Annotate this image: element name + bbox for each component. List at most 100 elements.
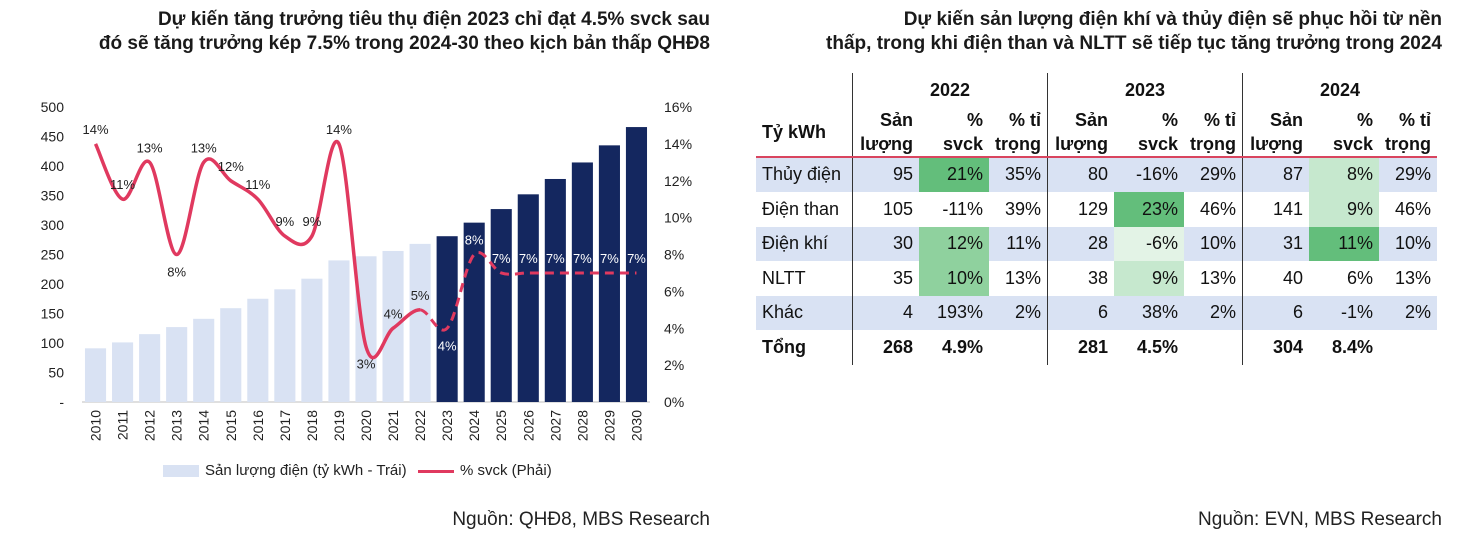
growth-label-2012: 13% [137,140,163,155]
table-cell: 29% [1379,156,1437,192]
x-axis-tick-label: 2023 [439,410,455,441]
table-cell: 105 [852,192,919,227]
left-axis-tick-label: 100 [41,335,65,351]
table-cell: 13% [1394,267,1431,288]
subheader-output: Sản lượng [1047,107,1114,158]
right-title-line-1: Dự kiến sản lượng điện khí và thủy điện … [903,9,1442,30]
table-cell: 31 [1242,226,1309,261]
left-axis-tick-label: 150 [41,306,65,322]
table-cell: -16% [1114,156,1184,192]
bar-2011 [112,342,134,402]
table-cell: 11% [1309,226,1379,261]
table-cell: 9% [1309,192,1379,227]
subheader-yoy: % svck [1114,107,1184,158]
growth-label-2022: 5% [411,288,430,303]
legend-line-entry: % svck (Phải) [418,462,552,479]
right-table-title: Dự kiến sản lượng điện khí và thủy điện … [826,8,1442,56]
table-cell: 2% [989,295,1048,330]
growth-label-2016: 11% [245,177,270,192]
table-cell: 12% [919,226,989,261]
table-cell: 10% [1184,226,1243,261]
bar-2026 [517,194,539,402]
table-subheader-row: Tỷ kWh Sản lượng % svck % tỉ trọng Sản lượng… [756,107,1437,158]
x-axis-tick-label: 2010 [88,410,104,441]
table-cell: -6% [1114,226,1184,261]
right-axis-tick-label: 0% [664,394,684,410]
table-cell: 9% [1114,261,1184,296]
table-row-other: Khác 4 193% 2% 6 38% 2% 6 -1% 2% [756,295,1437,330]
bar-2027 [544,178,566,402]
bar-2010 [84,348,107,402]
left-axis-tick-label: 400 [41,158,65,174]
row-label: Điện khí [756,226,853,261]
subheader-output: Sản lượng [852,107,919,158]
unit-header: Tỷ kWh [756,107,853,158]
table-cell: -1% [1309,295,1379,330]
bar-2012 [139,334,161,402]
legend-bar-label: Sản lượng điện (tỷ kWh - Trái) [205,462,407,479]
table-cell: 10% [1379,226,1437,261]
table-cell [989,330,1048,365]
table-cell: 30 [852,226,919,261]
table-row-total: Tổng 268 4.9% 281 4.5% 304 8.4% [756,330,1437,365]
bars-group [84,127,648,402]
bar-2016 [247,298,269,402]
bar-2028 [571,162,593,402]
growth-line-forecast [419,251,637,332]
growth-line-group [93,139,637,360]
row-label: Khác [756,295,853,330]
table-cell: 11% [989,226,1048,261]
table-cell: 39% [1004,198,1041,219]
growth-label-2021: 4% [384,306,403,321]
table-cell: 193% [919,295,989,330]
row-label: Thủy điện [756,156,853,192]
right-source: Nguồn: EVN, MBS Research [1198,509,1442,530]
right-axis-tick-label: 6% [664,283,684,299]
bar-2019 [328,260,350,402]
x-axis-tick-label: 2013 [169,410,185,441]
right-axis-tick-label: 16% [664,99,692,115]
table-cell: 80 [1047,156,1114,192]
x-axis-tick-label: 2016 [250,410,266,441]
x-axis-tick-label: 2030 [628,410,644,441]
growth-label-2024: 8% [465,233,484,248]
left-title-line-1: Dự kiến tăng trưởng tiêu thụ điện 2023 c… [157,9,710,30]
year-header-2024: 2024 [1242,73,1437,108]
table-cell: 4.9% [941,336,983,357]
data-labels-group: 14%11%13%8%13%12%11%9% 9%14%3%4%5%4%8%7% 7… [83,122,647,372]
table-cell: 8% [1309,156,1379,192]
table-cell: 2% [1379,295,1437,330]
table-cell: 2% [1184,295,1243,330]
growth-label-2014: 13% [191,140,217,155]
table-cell: 95 [852,156,919,192]
x-axis-tick-label: 2022 [412,410,428,441]
right-axis-tick-label: 14% [664,136,692,152]
table-cell: 281 [1047,330,1114,365]
growth-label-2018: 9% [303,214,322,229]
energy-output-table: 2022 2023 2024 Tỷ kWh Sản lượng % svck % t… [756,73,1437,365]
left-axis-tick-label: 500 [41,99,65,115]
row-label: NLTT [762,267,806,288]
table-cell: 6 [1047,295,1114,330]
left-source: Nguồn: QHĐ8, MBS Research [452,509,710,530]
growth-label-2026: 7% [519,251,538,266]
table-row-coal: Điện than 105 -11% 39% 129 23% 46% 141 9… [756,192,1437,227]
subheader-output: Sản lượng [1242,107,1309,158]
bar-2025 [490,209,512,402]
growth-label-2019: 14% [326,122,352,137]
growth-label-2011: 11% [110,177,135,192]
x-axis-tick-label: 2015 [223,410,239,441]
left-chart-title: Dự kiến tăng trưởng tiêu thụ điện 2023 c… [99,8,710,56]
bar-2023 [436,236,458,402]
table-cell: 13% [1199,267,1236,288]
table-cell: 6% [1346,267,1373,288]
table-cell: 13% [1004,267,1041,288]
subheader-share: % tỉ trọng [989,107,1048,158]
legend-bar-entry: Sản lượng điện (tỷ kWh - Trái) [163,462,407,479]
x-axis-tick-label: 2021 [385,410,401,441]
table-cell: 4 [852,295,919,330]
x-axis-tick-label: 2028 [574,410,590,441]
table-cell: 35 [852,261,919,296]
table-cell: 46% [1394,198,1431,219]
bar-2020 [355,256,377,402]
